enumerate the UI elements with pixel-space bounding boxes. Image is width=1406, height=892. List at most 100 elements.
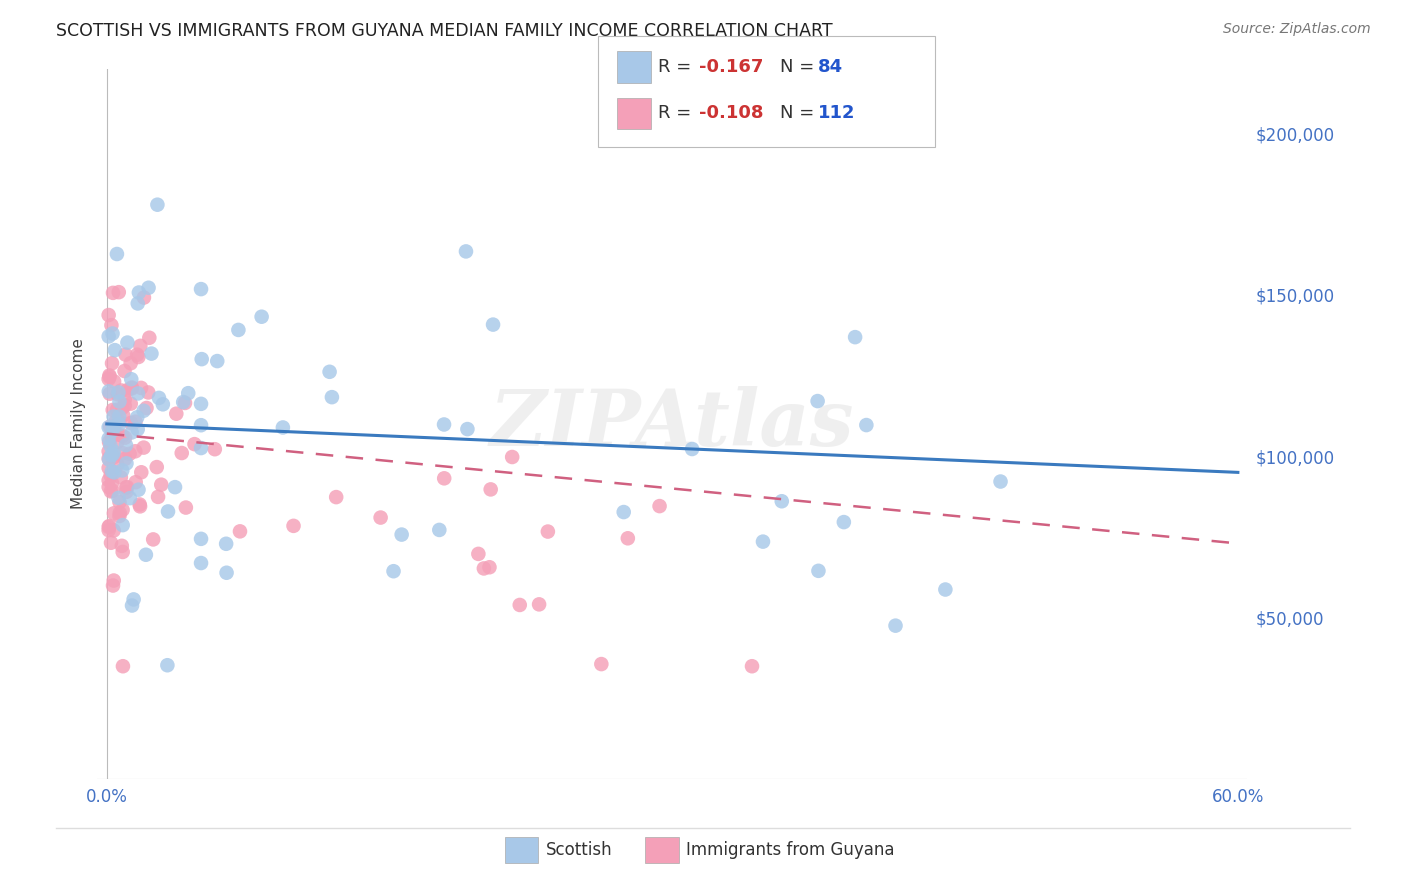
Point	[111, 446, 134, 460]
Point	[156, 504, 179, 518]
Point	[250, 310, 273, 324]
Point	[111, 429, 134, 443]
Point	[456, 422, 478, 436]
Point	[105, 434, 128, 449]
Point	[136, 385, 159, 400]
Point	[321, 390, 343, 404]
Point	[125, 475, 148, 490]
Point	[127, 348, 149, 362]
Point	[97, 451, 120, 466]
Point	[127, 296, 149, 310]
Point	[100, 535, 122, 549]
Point	[111, 463, 134, 477]
Point	[204, 442, 226, 457]
Point	[101, 476, 124, 491]
Point	[97, 384, 120, 399]
Point	[934, 582, 956, 597]
Point	[114, 392, 136, 407]
Point	[103, 409, 125, 424]
Point	[97, 480, 120, 494]
Point	[108, 414, 131, 428]
Point	[433, 417, 456, 432]
Point	[591, 657, 613, 671]
Point	[382, 564, 405, 578]
Point	[129, 500, 152, 514]
Point	[103, 506, 125, 520]
Point	[129, 339, 152, 353]
Point	[110, 384, 132, 398]
Point	[479, 483, 502, 497]
Point	[124, 444, 146, 458]
Point	[177, 386, 200, 401]
Text: SCOTTISH VS IMMIGRANTS FROM GUYANA MEDIAN FAMILY INCOME CORRELATION CHART: SCOTTISH VS IMMIGRANTS FROM GUYANA MEDIA…	[56, 22, 832, 40]
Point	[100, 318, 122, 333]
Point	[120, 416, 142, 430]
Point	[215, 566, 238, 580]
Point	[855, 418, 877, 433]
Text: R =: R =	[658, 58, 697, 76]
Point	[190, 418, 212, 433]
Point	[884, 618, 907, 632]
Point	[97, 474, 120, 488]
Point	[98, 368, 121, 383]
Point	[98, 419, 121, 434]
Point	[100, 448, 122, 462]
Point	[128, 483, 150, 497]
Point	[215, 537, 238, 551]
Point	[107, 491, 129, 505]
Point	[128, 498, 150, 512]
Point	[844, 330, 866, 344]
Point	[174, 500, 197, 515]
Point	[103, 421, 125, 435]
Point	[122, 592, 145, 607]
Point	[103, 419, 125, 434]
Point	[127, 422, 149, 436]
Point	[148, 391, 170, 405]
Point	[190, 532, 212, 546]
Text: R =: R =	[658, 104, 697, 122]
Point	[163, 480, 186, 494]
Point	[271, 420, 294, 434]
Point	[190, 556, 212, 570]
Point	[124, 415, 146, 429]
Point	[114, 451, 136, 466]
Point	[97, 523, 120, 537]
Point	[103, 466, 125, 480]
Point	[114, 399, 136, 413]
Point	[105, 247, 128, 261]
Point	[105, 458, 128, 472]
Point	[120, 372, 142, 386]
Point	[108, 506, 131, 520]
Point	[104, 415, 127, 429]
Point	[127, 350, 149, 364]
Point	[98, 438, 121, 452]
Point	[527, 598, 550, 612]
Point	[103, 444, 125, 458]
Point	[118, 491, 141, 505]
Point	[107, 427, 129, 442]
Point	[111, 401, 134, 415]
Point	[183, 437, 205, 451]
Point	[454, 244, 477, 259]
Text: Source: ZipAtlas.com: Source: ZipAtlas.com	[1223, 22, 1371, 37]
Point	[100, 429, 122, 443]
Point	[142, 533, 165, 547]
Point	[990, 475, 1012, 489]
Point	[681, 442, 703, 456]
Point	[115, 480, 138, 494]
Point	[752, 534, 775, 549]
Text: ZIPAtlas: ZIPAtlas	[491, 385, 855, 462]
Point	[165, 407, 187, 421]
Point	[132, 291, 155, 305]
Point	[207, 354, 229, 368]
Point	[115, 484, 138, 499]
Point	[104, 343, 127, 358]
Point	[101, 285, 124, 300]
Text: Scottish: Scottish	[546, 841, 612, 859]
Point	[482, 318, 505, 332]
Point	[770, 494, 793, 508]
Point	[108, 409, 131, 424]
Point	[174, 396, 197, 410]
Point	[108, 394, 131, 409]
Point	[101, 578, 124, 592]
